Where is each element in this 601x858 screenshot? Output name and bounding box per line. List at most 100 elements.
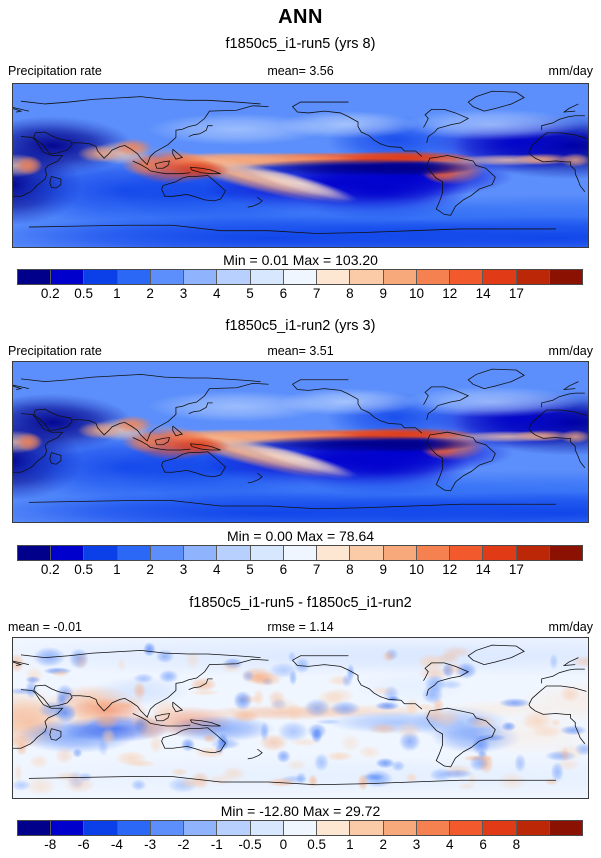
colorbar-absolute-tick-label: 17 bbox=[508, 286, 524, 301]
colorbar-absolute-segment bbox=[217, 546, 251, 560]
colorbar-absolute-segment bbox=[51, 270, 85, 284]
panel-middle-units-label: mm/day bbox=[548, 344, 593, 358]
colorbar-absolute-tick-label: 0.5 bbox=[74, 562, 93, 577]
colorbar-absolute-segment bbox=[184, 270, 218, 284]
colorbar-difference-segment bbox=[383, 821, 417, 835]
colorbar-absolute-segment bbox=[416, 270, 451, 284]
colorbar-difference-segment bbox=[51, 821, 85, 835]
colorbar-absolute-tick-label: 8 bbox=[346, 562, 354, 577]
colorbar-absolute-segment bbox=[18, 546, 52, 560]
map-middle-field bbox=[13, 362, 588, 522]
colorbar-difference-tick-label: -1 bbox=[210, 837, 223, 852]
colorbar-difference-tick-label: 0 bbox=[279, 837, 288, 852]
colorbar-difference-segment bbox=[250, 821, 284, 835]
colorbar-absolute-segment bbox=[283, 270, 318, 284]
panel-middle-minmax: Min = 0.00 Max = 78.64 bbox=[226, 528, 375, 544]
map-diff-field bbox=[13, 638, 588, 798]
colorbar-absolute-tick-label: 2 bbox=[146, 286, 154, 301]
colorbar-difference-tick-label: -0.5 bbox=[238, 837, 262, 852]
colorbar-absolute-segment bbox=[549, 546, 582, 560]
panel-diff-minmax: Min = -12.80 Max = 29.72 bbox=[220, 803, 381, 819]
colorbar-absolute-tick-label: 7 bbox=[312, 286, 321, 301]
colorbar-absolute-segment bbox=[483, 270, 517, 284]
colorbar-difference-segment bbox=[217, 821, 251, 835]
colorbar-difference-tick-label: 1 bbox=[346, 837, 354, 852]
colorbar-difference-bar[interactable] bbox=[17, 820, 583, 836]
colorbar-absolute-tick-label: 12 bbox=[442, 562, 458, 577]
colorbar-absolute-segment bbox=[416, 546, 451, 560]
map-panel-middle[interactable] bbox=[12, 361, 589, 523]
map-top-field bbox=[13, 84, 588, 247]
colorbar-absolute-tick-label: 6 bbox=[279, 562, 288, 577]
colorbar-difference[interactable]: -8 -6 -4 -3 -2 -1 -0.5 0 0.5 1 2 3 4 6 8 bbox=[17, 820, 583, 856]
map-panel-difference[interactable] bbox=[12, 637, 589, 799]
map-panel-top[interactable] bbox=[12, 83, 589, 248]
main-title: ANN bbox=[278, 6, 323, 28]
colorbar-difference-tick-label: -8 bbox=[44, 837, 57, 852]
colorbar-absolute-tick-label: 14 bbox=[475, 562, 491, 577]
colorbar-absolute-segment bbox=[383, 546, 417, 560]
panel-diff-title: f1850c5_i1-run5 - f1850c5_i1-run2 bbox=[189, 595, 412, 611]
colorbar-difference-tick-label: -3 bbox=[144, 837, 157, 852]
colorbar-difference-segment bbox=[450, 821, 484, 835]
colorbar-difference-tick-label: -4 bbox=[110, 837, 123, 852]
colorbar-absolute-tick-label: 9 bbox=[379, 562, 387, 577]
colorbar-absolute-tick-label: 9 bbox=[379, 286, 387, 301]
colorbar-absolute-tick-label: 1 bbox=[113, 562, 121, 577]
colorbar-absolute-tick-label: 7 bbox=[312, 562, 321, 577]
colorbar-absolute-bar[interactable] bbox=[17, 269, 583, 285]
colorbar-absolute-tick-label: 5 bbox=[246, 562, 254, 577]
colorbar-absolute-tick-label: 3 bbox=[179, 562, 188, 577]
colorbar-difference-segment bbox=[350, 821, 384, 835]
colorbar-absolute-segment bbox=[516, 546, 550, 560]
colorbar-absolute-segment bbox=[483, 546, 517, 560]
colorbar-absolute-tick-label: 2 bbox=[146, 562, 154, 577]
colorbar-absolute-ticks: 0.2 0.5 1 2 3 4 5 6 7 8 9 10 12 14 17 bbox=[17, 285, 583, 305]
colorbar-absolute-segment bbox=[117, 546, 151, 560]
colorbar-absolute-segment bbox=[450, 546, 484, 560]
colorbar-absolute-tick-label: 1 bbox=[113, 286, 121, 301]
colorbar-absolute-segment bbox=[250, 546, 284, 560]
colorbar-difference-segment bbox=[516, 821, 550, 835]
colorbar-difference-segment bbox=[84, 821, 118, 835]
colorbar-difference-segment bbox=[483, 821, 517, 835]
colorbar-absolute-segment bbox=[350, 546, 384, 560]
panel-middle-variable-label: Precipitation rate bbox=[8, 344, 102, 358]
panel-diff-mean-label: mean = -0.01 bbox=[8, 620, 83, 634]
colorbar-difference-tick-label: 8 bbox=[512, 837, 521, 852]
colorbar-difference-tick-label: 2 bbox=[379, 837, 387, 852]
colorbar-absolute-segment bbox=[250, 270, 284, 284]
colorbar-absolute-segment bbox=[84, 270, 118, 284]
colorbar-absolute-segment bbox=[450, 270, 484, 284]
colorbar-absolute-tick-label: 4 bbox=[212, 286, 221, 301]
colorbar-absolute-middle[interactable]: 0.2 0.5 1 2 3 4 5 6 7 8 9 10 12 14 17 bbox=[17, 545, 583, 581]
colorbar-absolute-segment bbox=[317, 546, 351, 560]
colorbar-absolute-segment bbox=[549, 270, 582, 284]
colorbar-difference-tick-label: 0.5 bbox=[307, 837, 327, 852]
panel-top-variable-label: Precipitation rate bbox=[8, 64, 102, 78]
colorbar-absolute-segment bbox=[51, 546, 85, 560]
colorbar-difference-segment bbox=[549, 821, 582, 835]
colorbar-absolute-segment bbox=[150, 546, 185, 560]
colorbar-difference-segment bbox=[18, 821, 52, 835]
colorbar-absolute-segment bbox=[383, 270, 417, 284]
colorbar-absolute-tick-label: 8 bbox=[346, 286, 354, 301]
colorbar-difference-tick-label: 3 bbox=[412, 837, 421, 852]
colorbar-absolute-tick-label: 5 bbox=[246, 286, 254, 301]
panel-top-units-label: mm/day bbox=[548, 64, 593, 78]
colorbar-difference-segment bbox=[416, 821, 451, 835]
colorbar-absolute-bar-2[interactable] bbox=[17, 545, 583, 561]
colorbar-absolute-tick-label: 10 bbox=[409, 562, 425, 577]
panel-top-title: f1850c5_i1-run5 (yrs 8) bbox=[225, 36, 376, 52]
colorbar-absolute-segment bbox=[317, 270, 351, 284]
colorbar-absolute-top[interactable]: 0.2 0.5 1 2 3 4 5 6 7 8 9 10 12 14 17 bbox=[17, 269, 583, 305]
colorbar-difference-segment bbox=[150, 821, 185, 835]
panel-diff-units-label: mm/day bbox=[548, 620, 593, 634]
panel-middle-mean-label: mean= 3.51 bbox=[267, 344, 334, 358]
colorbar-absolute-tick-label: 3 bbox=[179, 286, 188, 301]
colorbar-absolute-tick-label: 0.2 bbox=[40, 562, 60, 577]
colorbar-difference-segment bbox=[117, 821, 151, 835]
colorbar-difference-segment bbox=[283, 821, 318, 835]
colorbar-difference-tick-label: 4 bbox=[446, 837, 454, 852]
